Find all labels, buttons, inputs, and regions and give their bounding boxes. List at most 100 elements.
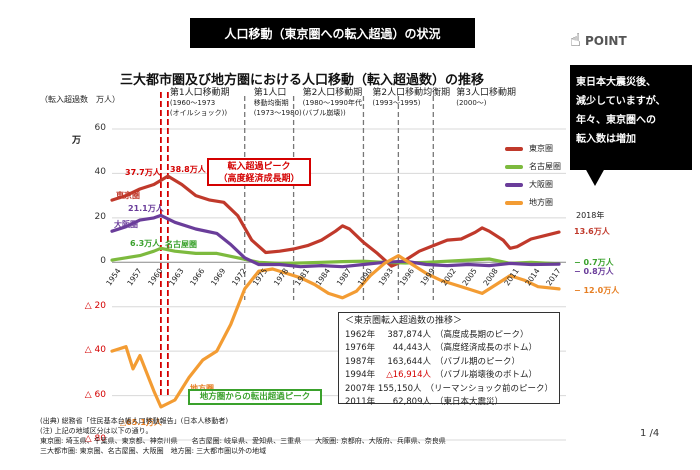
chart-title: 三大都市圏及び地方圏における人口移動（転入超過数）の推移 — [120, 73, 485, 88]
period-label-line: (2000～) — [456, 99, 487, 107]
period-label-line: 第1人口 — [253, 88, 287, 98]
table-rows: 1962年 387,874人 （高度成長期のピーク） 1976年 44,443人 （高度経… — [345, 329, 553, 410]
chiho-peak-label: △65.1万人 — [120, 417, 162, 427]
pointing-hand-icon: ☝ — [570, 30, 581, 51]
period-label-line: 第1人口移動期 — [169, 88, 230, 98]
table-value: 44,443人 — [392, 343, 431, 353]
legend-label: 大阪圏 — [529, 180, 553, 189]
table-value: △16,914人 — [386, 370, 431, 380]
y-tick-label: △ 20 — [84, 300, 106, 311]
x-tick-label: 2014 — [523, 266, 541, 287]
x-tick-label: 1969 — [209, 266, 227, 287]
footnote-line: (出典) 総務省「住民基本台帳人口移動報告」(日本人移動者) — [40, 417, 229, 425]
legend-swatch — [505, 165, 523, 169]
y-tick-label: 20 — [94, 211, 106, 222]
period-label-line: 第2人口移動期 — [302, 88, 363, 98]
table-year: 1994年 — [345, 370, 376, 380]
y-tick-label: △ 40 — [84, 345, 106, 356]
y-tick-label: 40 — [94, 167, 106, 178]
table-note: （東日本大震災） — [435, 397, 504, 407]
table-note: （バブル期のピーク） — [435, 356, 521, 367]
series-line — [110, 174, 561, 268]
series-line — [110, 254, 561, 409]
footnote-line: (注) 上記の地域区分は以下の通り。 — [40, 427, 153, 435]
outflow-annotation-box: 地方圏からの転出超過ピーク — [188, 389, 322, 405]
table-row: 1994年 △16,914人 （バブル崩壊後のボトム） — [345, 369, 553, 383]
table-year: 2011年 — [345, 397, 376, 407]
period-label-line: (オイルショック)) — [169, 109, 228, 117]
point-label: ☝ POINT — [570, 30, 627, 51]
table-row: 1962年 387,874人 （高度成長期のピーク） — [345, 329, 553, 343]
y-axis-label: （転入超過数 万人） — [40, 95, 120, 104]
y-tick-label: △ 80 — [84, 434, 106, 444]
y-unit-label: 万 — [72, 136, 82, 146]
table-note: （リーマンショック前のピーク） — [425, 383, 553, 394]
x-tick-label: 1990 — [356, 266, 374, 287]
period-label: 第2人口移動均衡期 (1993～1995) — [372, 88, 450, 108]
x-tick-label: 1984 — [314, 266, 332, 287]
period-label-line: (1973～1980) — [253, 109, 302, 117]
chiho-series-label: 地方圏 — [190, 383, 214, 394]
table-row: 2007年 155,150人 （リーマンショック前のピーク） — [345, 383, 553, 397]
y-tick-label: 0 — [100, 256, 106, 267]
table-row: 1976年 44,443人 （高度経済成長のボトム） — [345, 342, 553, 356]
y-tick-label: △ 60 — [84, 389, 106, 400]
x-tick-label: 1954 — [104, 266, 122, 287]
table-title: ＜東京圏転入超過数の推移＞ — [345, 316, 463, 326]
legend-swatch — [505, 183, 523, 187]
nagoya-series-label: 名古屋圏 — [165, 240, 197, 250]
legend-label: 東京圏 — [529, 144, 553, 153]
end-value-label: − 0.7万人 — [574, 257, 614, 267]
series-line — [110, 213, 561, 269]
nagoya-peak-label: 6.3万人 — [130, 239, 161, 249]
osaka-peak-label: 21.1万人 — [128, 204, 164, 214]
osaka-series-label: 大阪圏 — [114, 219, 138, 229]
legend-item-osaka: 大阪圏 — [505, 176, 561, 194]
footnote-line: 三大都市圏: 東京圏、名古屋圏、大阪圏 地方圏: 三大都市圏以外の地域 — [40, 447, 267, 455]
legend-label: 地方圏 — [529, 198, 553, 207]
legend-swatch — [505, 147, 523, 151]
table-row: 1987年 163,644人 （バブル期のピーク） — [345, 356, 553, 370]
callout-line: 減少していますが、 — [576, 96, 666, 107]
callout-line: 年々、東京圏への — [576, 115, 656, 126]
table-value: 155,150人 — [377, 383, 422, 394]
legend-swatch — [505, 201, 523, 205]
table-year: 1987年 — [345, 356, 376, 367]
x-tick-label: 1957 — [125, 266, 143, 287]
end-year-label: 2018年 — [576, 211, 605, 221]
table-year: 1976年 — [345, 343, 376, 353]
x-tick-label: 1987 — [335, 266, 353, 287]
period-label-line: (1993～1995) — [372, 99, 421, 107]
table-note: （高度成長期のピーク） — [435, 329, 529, 340]
series-line — [110, 246, 561, 266]
period-label: 第2人口移動期 (1980～1990年代 (バブル崩壊)) — [303, 88, 363, 118]
legend-label: 名古屋圏 — [529, 162, 561, 171]
legend-item-nagoya: 名古屋圏 — [505, 158, 561, 176]
legend-item-tokyo: 東京圏 — [505, 140, 561, 158]
period-label: 第1人口 移動均衡期 (1973～1980) — [254, 88, 302, 118]
peak-box-line: （高度経済成長期） — [218, 174, 300, 184]
tokyo-series-label: 東京圏 — [116, 191, 140, 201]
footnote-line: 東京圏: 埼玉県、千葉県、東京都、神奈川県 名古屋圏: 岐阜県、愛知県、三重県 … — [40, 437, 446, 445]
table-value: 62,809人 — [392, 397, 431, 407]
end-value-label: − 0.8万人 — [574, 267, 614, 277]
end-value-label: − 12.0万人 — [574, 286, 620, 296]
x-tick-label: 2017 — [544, 266, 562, 287]
point-callout: 東日本大震災後、 減少していますが、 年々、東京圏への 転入数は増加 — [570, 65, 692, 170]
callout-line: 東日本大震災後、 — [576, 77, 656, 88]
legend: 東京圏 名古屋圏 大阪圏 地方圏 — [505, 140, 561, 212]
legend-item-chiho: 地方圏 — [505, 194, 561, 212]
period-label-line: 第2人口移動均衡期 — [372, 88, 451, 98]
point-text: POINT — [584, 33, 627, 48]
peak-box-line: 転入超過ピーク — [227, 162, 291, 172]
period-label-line: (1960～1973 — [169, 99, 216, 107]
x-tick-label: 1981 — [293, 266, 311, 287]
table-value: 163,644人 — [387, 356, 431, 367]
period-label-line: 移動均衡期 — [253, 99, 289, 107]
x-tick-label: 1963 — [167, 266, 185, 287]
period-label-line: (1980～1990年代 — [302, 99, 362, 107]
x-tick-label: 1960 — [146, 266, 164, 287]
table-row: 2011年 62,809人 （東日本大震災） — [345, 396, 553, 410]
period-label: 第1人口移動期 (1960～1973 (オイルショック)) — [170, 88, 230, 118]
x-tick-label: 1996 — [398, 266, 416, 287]
